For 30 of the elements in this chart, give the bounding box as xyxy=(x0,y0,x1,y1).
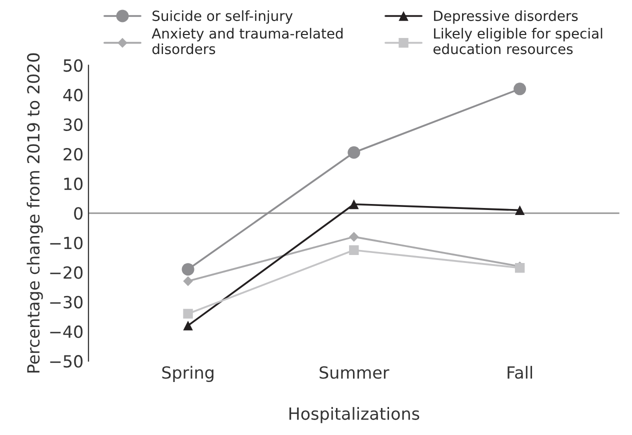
point xyxy=(183,308,193,319)
y-tick-label: 20 xyxy=(64,148,83,161)
y-tick-label: 0 xyxy=(74,207,83,220)
y-tick-label: −20 xyxy=(50,266,83,279)
point xyxy=(183,276,193,286)
y-axis-title: Percentage change from 2019 to 2020 xyxy=(26,53,43,372)
y-tick-label: −40 xyxy=(50,325,83,338)
y-tick-label: 10 xyxy=(64,178,83,190)
point xyxy=(348,146,360,159)
point xyxy=(514,205,525,216)
point xyxy=(349,245,359,255)
x-tick-label: Summer xyxy=(320,366,390,379)
y-tick-label: 30 xyxy=(64,118,83,131)
point xyxy=(349,232,359,242)
y-tick-label: −30 xyxy=(50,296,83,308)
legend-label: Suicide or self-injury xyxy=(152,10,293,24)
y-tick-label: −50 xyxy=(50,355,83,368)
x-tick-label: Spring xyxy=(162,366,214,382)
legend-label: Anxiety and trauma-related disorders xyxy=(152,28,343,54)
x-axis-title: Hospitalizations xyxy=(289,407,420,424)
y-tick-label: 50 xyxy=(64,59,83,72)
legend-label: Depressive disorders xyxy=(434,10,578,24)
y-tick-label: 40 xyxy=(63,88,83,102)
point xyxy=(514,82,526,96)
x-tick-label: Fall xyxy=(508,366,532,379)
point xyxy=(182,263,194,276)
y-tick-label: −10 xyxy=(50,236,83,250)
point xyxy=(183,320,193,330)
point xyxy=(349,199,359,210)
legend-label: Likely eligible for special education resources xyxy=(433,28,602,54)
